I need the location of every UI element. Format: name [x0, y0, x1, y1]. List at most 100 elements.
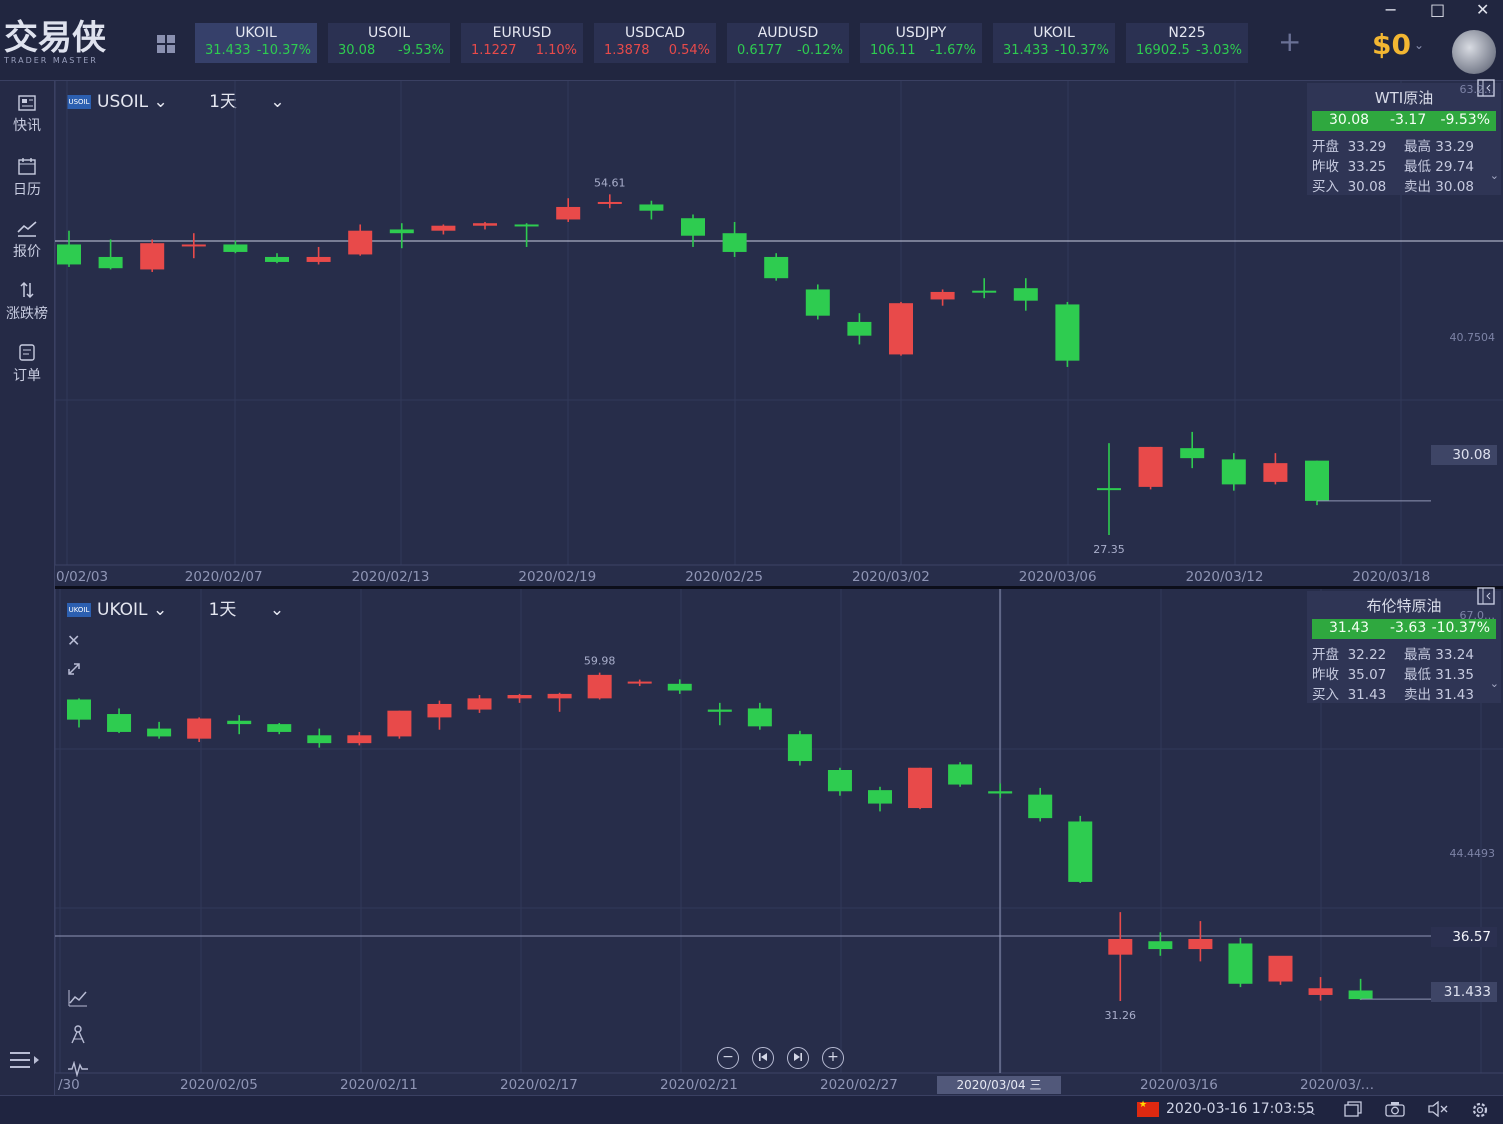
maximize-button[interactable]: □ — [1430, 0, 1446, 19]
ticker-tab-audusd[interactable]: AUDUSD 0.6177 -0.12% — [727, 23, 849, 63]
zoom-out-button[interactable]: − — [717, 1047, 739, 1069]
add-symbol-button[interactable]: + — [1278, 25, 1302, 58]
current-price: 31.43 — [1329, 620, 1370, 636]
account-balance[interactable]: $0 — [1372, 28, 1411, 61]
candle-body — [972, 290, 997, 293]
window-layout-icon[interactable] — [1344, 1101, 1362, 1117]
chevron-down-icon[interactable]: ⌄ — [153, 92, 168, 112]
sidebar-item-calendar[interactable]: 日历 — [0, 157, 54, 199]
open-label: 开盘 — [1312, 647, 1339, 663]
ask-label: 卖出 — [1404, 687, 1431, 703]
candle-body — [1228, 943, 1253, 984]
camera-icon[interactable] — [1385, 1101, 1405, 1117]
chevron-down-icon[interactable]: ⌄ — [152, 600, 168, 620]
sidebar-item-movers[interactable]: 涨跌榜 — [0, 281, 54, 323]
waveform-icon[interactable] — [67, 1060, 89, 1081]
scroll-start-button[interactable] — [752, 1047, 774, 1069]
sidebar-item-news[interactable]: 快讯 — [0, 95, 54, 135]
ticker-tab-ukoil[interactable]: UKOIL 31.433 -10.37% — [993, 23, 1115, 63]
timeframe-selector[interactable]: 1天 — [208, 600, 237, 620]
price-change-bar: 31.43 -3.63 -10.37% — [1312, 619, 1496, 639]
indicator-icon[interactable] — [68, 989, 88, 1011]
candle-body — [908, 767, 933, 809]
zoom-in-button[interactable]: + — [822, 1047, 844, 1069]
ticker-symbol: UKOIL — [1033, 25, 1075, 41]
candle-body — [639, 204, 664, 211]
menu-toggle-icon[interactable] — [10, 1050, 40, 1074]
ticker-price: 1.3878 — [604, 43, 650, 58]
instrument-name: 布伦特原油 — [1366, 597, 1442, 615]
app-logo: 交易侠 TRADER MASTER — [4, 20, 128, 72]
candle-body — [1148, 941, 1173, 950]
chart-header: USOIL USOIL ⌄ 1天 ⌄ — [67, 87, 285, 112]
symbol-selector[interactable]: UKOIL — [97, 600, 148, 620]
chevron-down-icon[interactable]: ⌄ — [1489, 677, 1499, 690]
mute-icon[interactable] — [1428, 1101, 1448, 1117]
close-panel-icon[interactable]: ✕ — [67, 631, 81, 650]
ticker-price: 106.11 — [870, 43, 916, 58]
price-change-percent: -9.53% — [1440, 112, 1490, 128]
candlestick-chart-ukoil[interactable]: 59.98 31.26 — [55, 589, 1503, 1095]
chevron-down-icon[interactable]: ⌄ — [270, 92, 285, 112]
panel-divider[interactable] — [55, 586, 1503, 589]
candle-body — [187, 718, 212, 739]
quote-row-open-high: 开盘 32.22 最高 33.24 — [1312, 643, 1496, 663]
candle-body — [98, 256, 123, 269]
high-value: 33.29 — [1435, 139, 1474, 155]
expand-panel-icon[interactable] — [1477, 587, 1495, 605]
close-button[interactable]: ✕ — [1476, 0, 1490, 19]
expand-panel-icon[interactable] — [1477, 79, 1495, 97]
candle-body — [948, 764, 973, 785]
chart-header: UKOIL UKOIL ⌄ 1天 ⌄ — [67, 595, 285, 620]
candle-body — [507, 695, 532, 699]
sidebar-item-orders[interactable]: 订单 — [0, 343, 54, 385]
bid-label: 买入 — [1312, 687, 1339, 703]
ticker-tab-eurusd[interactable]: EURUSD 1.1227 1.10% — [461, 23, 583, 63]
timeframe-selector[interactable]: 1天 — [209, 92, 237, 112]
candle-body — [827, 769, 852, 792]
candle-body — [67, 699, 91, 720]
ticker-tab-usoil[interactable]: USOIL 30.08 -9.53% — [328, 23, 450, 63]
calendar-icon — [18, 158, 36, 175]
ticker-tab-ukoil[interactable]: UKOIL 31.433 -10.37% — [195, 23, 317, 63]
chevron-down-icon[interactable]: ⌄ — [269, 600, 285, 620]
candle-body — [307, 735, 332, 744]
chart-panel-usoil[interactable]: USOIL USOIL ⌄ 1天 ⌄ 54.61 27.35 WTI原油 30.08… — [55, 79, 1503, 586]
chart-panel-ukoil[interactable]: UKOIL UKOIL ⌄ 1天 ⌄ 59.98 31.26 ✕ 布伦特原油 31.… — [55, 587, 1503, 1095]
chevron-down-icon[interactable]: ⌄ — [1414, 38, 1425, 52]
chevron-down-icon[interactable]: ⌄ — [1489, 169, 1499, 182]
minimize-button[interactable]: − — [1384, 0, 1398, 19]
date-tick-label: 0/02/03 — [56, 569, 109, 585]
candlestick-chart-usoil[interactable]: 54.61 27.35 — [55, 81, 1503, 586]
ticker-tab-n225[interactable]: N225 16902.5 -3.03% — [1126, 23, 1248, 63]
date-tick-label: 2020/03/18 — [1352, 569, 1431, 585]
chevron-up-icon[interactable]: ︿ — [1303, 1103, 1316, 1117]
high-marker-label: 54.61 — [594, 176, 626, 189]
date-tick-label: 2020/03/06 — [1018, 569, 1097, 585]
settings-icon[interactable] — [1471, 1101, 1489, 1119]
crosshair-price-tag: 36.57 — [1431, 927, 1497, 947]
high-value: 33.24 — [1435, 647, 1474, 663]
logo-subtitle: TRADER MASTER — [4, 56, 98, 65]
candle-body — [1138, 446, 1163, 487]
avatar[interactable] — [1452, 30, 1496, 74]
candle-body — [681, 218, 705, 236]
scroll-end-button[interactable] — [787, 1047, 809, 1069]
bid-value: 30.08 — [1347, 179, 1387, 195]
ticker-tab-usdjpy[interactable]: USDJPY 106.11 -1.67% — [860, 23, 982, 63]
fullscreen-icon[interactable] — [67, 661, 81, 680]
price-change-percent: -10.37% — [1431, 620, 1490, 636]
ticker-change: 1.10% — [535, 43, 577, 58]
sidebar-item-quotes[interactable]: 报价 — [0, 219, 54, 261]
ticker-tab-usdcad[interactable]: USDCAD 1.3878 0.54% — [594, 23, 716, 63]
candle-body — [597, 201, 622, 204]
date-tick-label: 2020/02/17 — [500, 1077, 578, 1093]
ask-value: 31.43 — [1435, 687, 1474, 703]
candle-body — [387, 710, 412, 737]
grid-menu-icon[interactable] — [157, 35, 175, 53]
ticker-price: 31.433 — [1003, 43, 1049, 58]
drawing-tool-icon[interactable] — [69, 1025, 87, 1049]
symbol-selector[interactable]: USOIL — [97, 92, 149, 112]
prev-close-value: 35.07 — [1347, 667, 1387, 683]
open-value: 33.29 — [1347, 139, 1387, 155]
